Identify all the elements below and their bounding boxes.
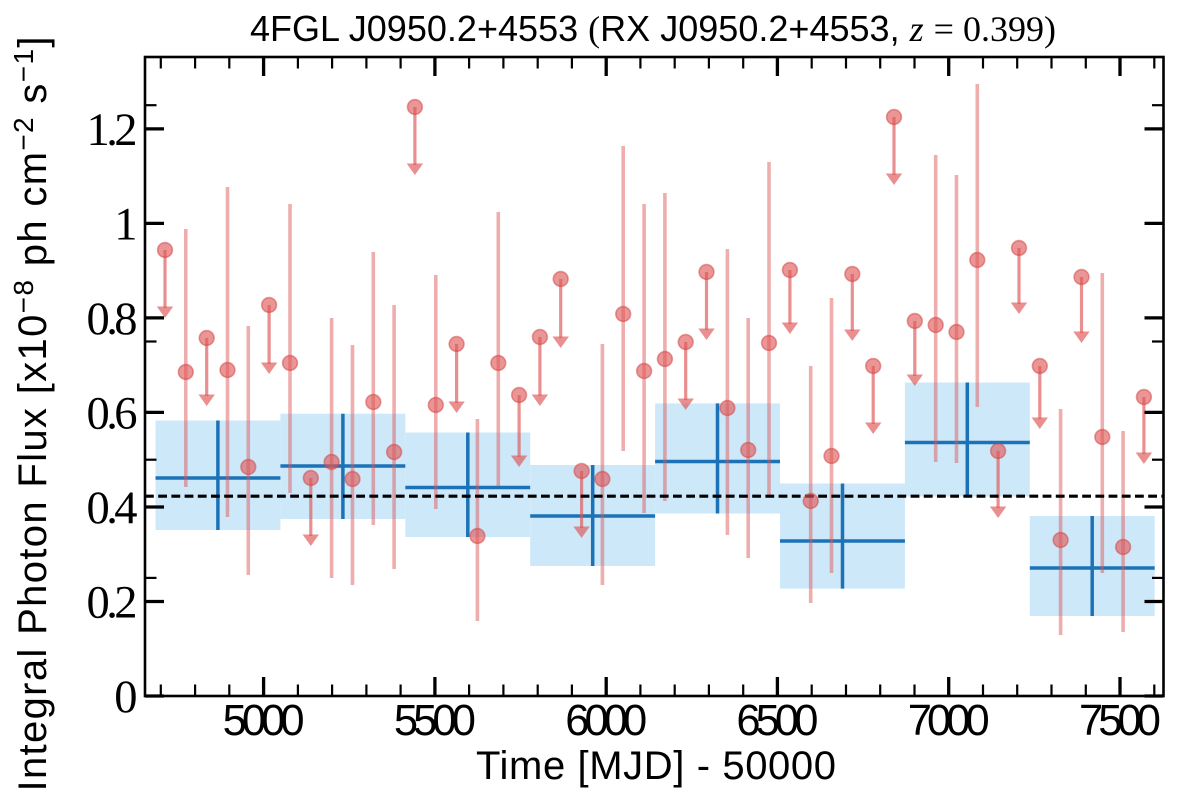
svg-text:4FGL J0950.2+4553 (RX J0950.2+: 4FGL J0950.2+4553 (RX J0950.2+4553, z = … (250, 8, 1056, 49)
svg-text:5000: 5000 (223, 697, 305, 745)
svg-text:0.2: 0.2 (87, 578, 138, 629)
svg-text:Time [MJD] - 50000: Time [MJD] - 50000 (476, 744, 836, 788)
svg-text:7500: 7500 (1079, 697, 1161, 745)
svg-text:1.2: 1.2 (87, 105, 138, 156)
svg-text:0.6: 0.6 (87, 388, 138, 439)
svg-text:5500: 5500 (394, 697, 476, 745)
svg-text:1: 1 (114, 199, 137, 250)
svg-text:0.4: 0.4 (87, 483, 138, 534)
svg-text:Integral Photon Flux [x10−8 ph: Integral Photon Flux [x10−8 ph cm−2 s−1] (8, 37, 55, 792)
svg-text:6500: 6500 (736, 697, 818, 745)
svg-text:0.8: 0.8 (87, 294, 138, 345)
svg-text:7000: 7000 (908, 697, 990, 745)
svg-text:6000: 6000 (565, 697, 647, 745)
svg-text:0: 0 (114, 672, 137, 723)
